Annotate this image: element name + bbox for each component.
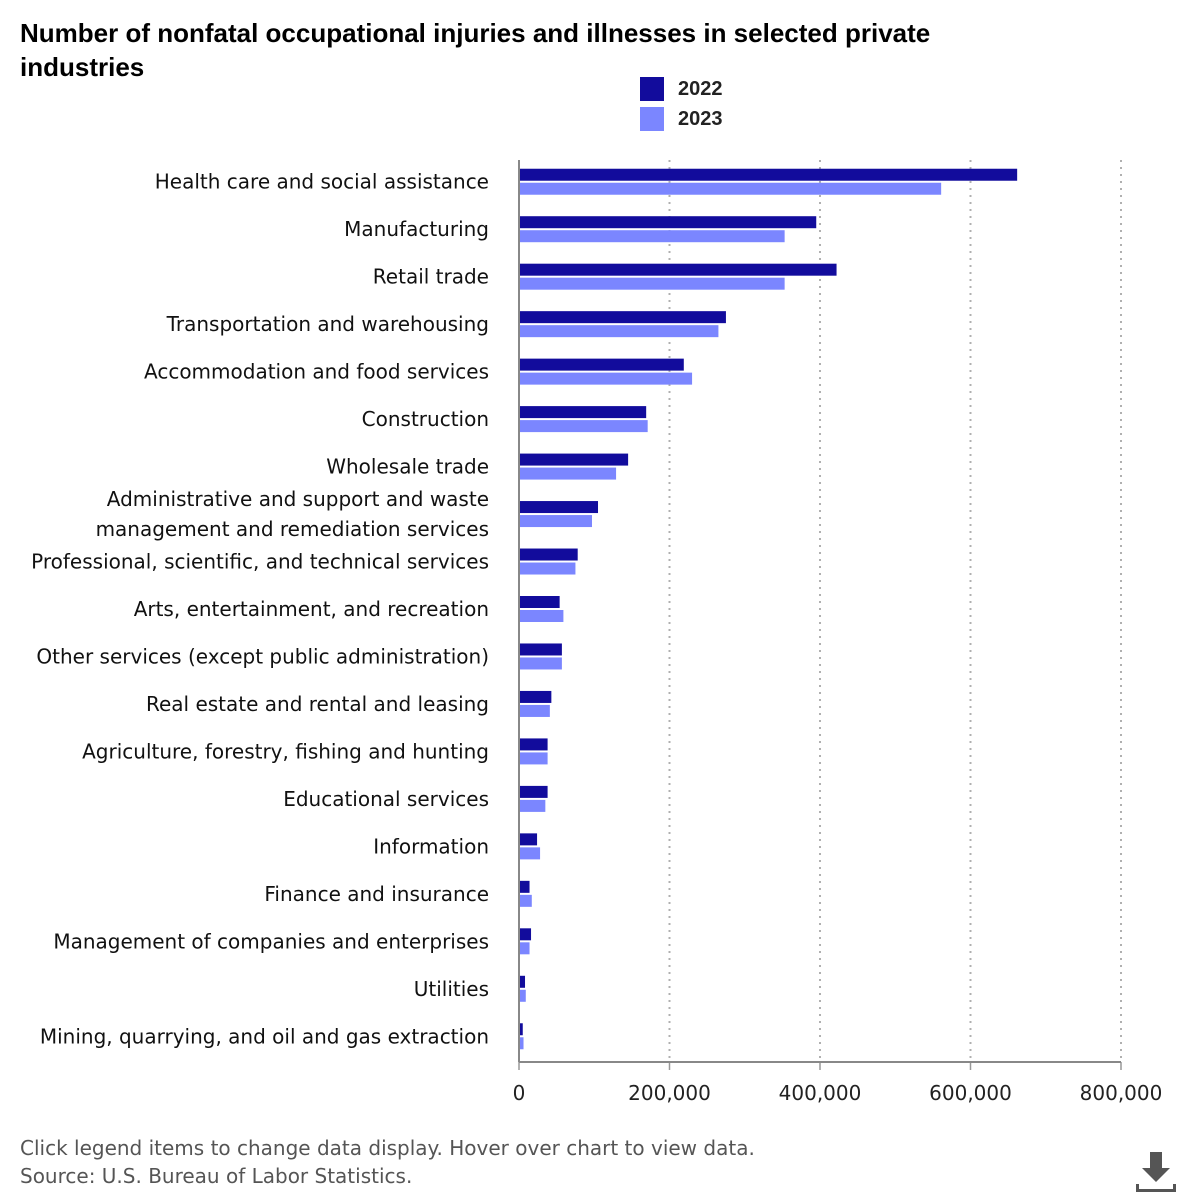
category-label: Arts, entertainment, and recreation — [134, 597, 489, 621]
category-label: Accommodation and food services — [144, 360, 489, 384]
x-tick-label: 400,000 — [779, 1081, 862, 1105]
chart-title: Number of nonfatal occupational injuries… — [20, 18, 931, 82]
download-arrow-icon — [1136, 1152, 1176, 1192]
bar-2023[interactable] — [520, 847, 541, 860]
bar-2022[interactable] — [520, 785, 548, 798]
category-label: Other services (except public administra… — [36, 644, 489, 668]
x-tick-label: 200,000 — [628, 1081, 711, 1105]
download-icon[interactable] — [1134, 1150, 1178, 1194]
bar-2022[interactable] — [520, 358, 684, 371]
bar-2022[interactable] — [520, 833, 538, 846]
bar-2023[interactable] — [520, 610, 564, 622]
bar-2023[interactable] — [520, 989, 526, 1002]
category-label: Educational services — [283, 787, 489, 811]
category-label: Information — [373, 834, 489, 858]
category-label: Finance and insurance — [264, 882, 489, 906]
bar-2023[interactable] — [520, 799, 546, 812]
x-tick-label: 0 — [513, 1081, 526, 1105]
bar-2022[interactable] — [520, 596, 560, 608]
bar-2022[interactable] — [520, 928, 532, 941]
bar-2022[interactable] — [520, 690, 552, 703]
legend-label-2022: 2022 — [678, 77, 723, 100]
legend-label-2023: 2023 — [678, 107, 723, 130]
category-label: Health care and social assistance — [155, 170, 489, 194]
category-label: Administrative and support and waste mana… — [96, 487, 489, 541]
bar-2023[interactable] — [520, 562, 576, 575]
bar-2022[interactable] — [520, 880, 530, 893]
category-label: Mining, quarrying, and oil and gas extra… — [40, 1024, 489, 1048]
bar-2023[interactable] — [520, 277, 785, 290]
category-label: Retail trade — [373, 265, 489, 289]
category-label: Construction — [362, 407, 489, 431]
bar-2022[interactable] — [520, 406, 647, 419]
bar-2023[interactable] — [520, 325, 719, 338]
footer-note: Click legend items to change data displa… — [20, 1136, 755, 1160]
bar-2022[interactable] — [520, 311, 726, 324]
category-label: Utilities — [414, 977, 489, 1001]
bar-2022[interactable] — [520, 643, 562, 656]
bar-2023[interactable] — [520, 1037, 524, 1050]
bar-2022[interactable] — [520, 738, 548, 751]
bar-2022[interactable] — [520, 263, 837, 276]
legend-item-2023[interactable]: 2023 — [640, 104, 723, 134]
bar-2023[interactable] — [520, 182, 942, 195]
x-tick-label: 800,000 — [1080, 1081, 1163, 1105]
footer-source: Source: U.S. Bureau of Labor Statistics. — [20, 1164, 413, 1188]
bar-2023[interactable] — [520, 942, 530, 955]
bar-2022[interactable] — [520, 548, 578, 561]
bar-2023[interactable] — [520, 704, 550, 717]
category-label: Transportation and warehousing — [166, 312, 489, 336]
bar-2022[interactable] — [520, 168, 1018, 181]
category-label: Manufacturing — [344, 217, 489, 241]
bar-2022[interactable] — [520, 501, 599, 514]
bar-2022[interactable] — [520, 216, 817, 229]
bar-2022[interactable] — [520, 1023, 523, 1036]
chart-footer: Click legend items to change data displa… — [20, 1134, 755, 1190]
legend-item-2022[interactable]: 2022 — [640, 74, 723, 104]
bar-2023[interactable] — [520, 420, 648, 433]
category-label: Professional, scientific, and technical … — [31, 550, 489, 574]
bar-2022[interactable] — [520, 975, 526, 988]
bar-2023[interactable] — [520, 752, 548, 765]
legend-swatch-2022 — [640, 77, 664, 101]
bar-2023[interactable] — [520, 894, 532, 907]
legend: 2022 2023 — [640, 74, 723, 134]
bar-2023[interactable] — [520, 467, 617, 480]
bar-2023[interactable] — [520, 515, 592, 528]
category-label: Management of companies and enterprises — [53, 929, 489, 953]
category-label: Wholesale trade — [326, 455, 489, 479]
bar-2023[interactable] — [520, 657, 562, 670]
category-label: Agriculture, forestry, fishing and hunti… — [82, 739, 489, 763]
category-label: Real estate and rental and leasing — [146, 692, 489, 716]
legend-swatch-2023 — [640, 107, 664, 131]
bar-2023[interactable] — [520, 372, 693, 385]
bar-2022[interactable] — [520, 453, 629, 466]
bar-2023[interactable] — [520, 230, 785, 243]
x-tick-label: 600,000 — [929, 1081, 1012, 1105]
